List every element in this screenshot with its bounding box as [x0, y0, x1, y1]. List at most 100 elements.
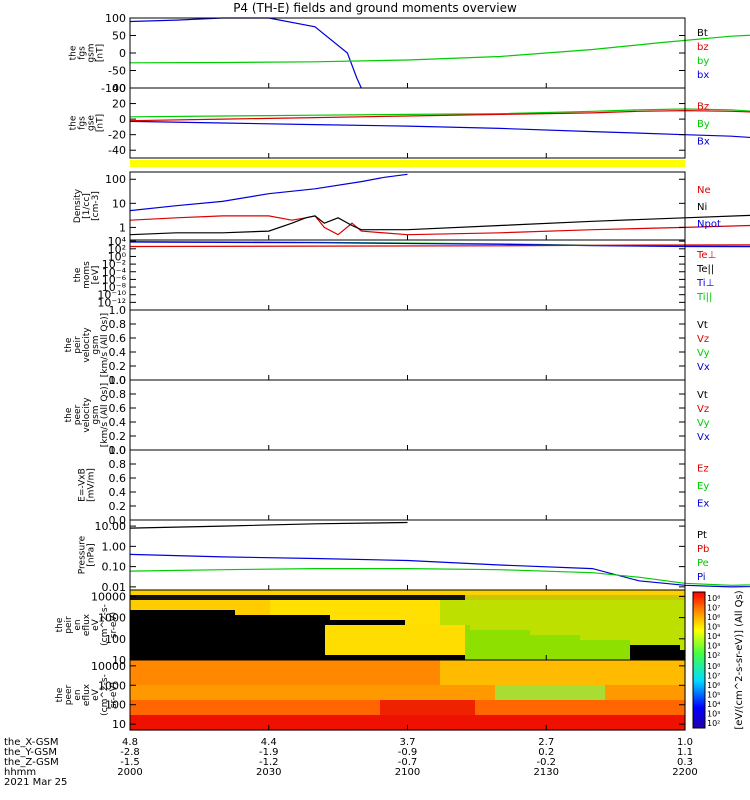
heatmap-cell	[135, 660, 141, 666]
heatmap-cell	[360, 695, 366, 701]
heatmap-cell	[365, 700, 371, 706]
heatmap-cell	[240, 640, 246, 646]
heatmap-cell	[530, 690, 536, 696]
heatmap-cell	[570, 625, 576, 631]
heatmap-cell	[235, 675, 241, 681]
heatmap-cell	[525, 695, 531, 701]
heatmap-cell	[180, 650, 186, 656]
heatmap-cell	[545, 655, 551, 661]
heatmap-cell	[165, 675, 171, 681]
heatmap-cell	[495, 700, 501, 706]
heatmap-cell	[265, 620, 271, 626]
heatmap-cell	[410, 660, 416, 666]
heatmap-cell	[250, 675, 256, 681]
heatmap-cell	[300, 590, 306, 596]
heatmap-cell	[350, 710, 356, 716]
heatmap-cell	[350, 680, 356, 686]
heatmap-cell	[570, 675, 576, 681]
heatmap-cell	[235, 630, 241, 636]
heatmap-cell	[290, 670, 296, 676]
heatmap-cell	[630, 650, 636, 656]
heatmap-cell	[560, 660, 566, 666]
heatmap-cell	[325, 715, 331, 721]
heatmap-cell	[130, 680, 136, 686]
heatmap-cell	[440, 610, 446, 616]
heatmap-cell	[315, 600, 321, 606]
heatmap-cell	[305, 650, 311, 656]
heatmap-cell	[145, 630, 151, 636]
heatmap-cell	[310, 615, 316, 621]
heatmap-cell	[465, 625, 471, 631]
heatmap-cell	[165, 605, 171, 611]
heatmap-cell	[615, 680, 621, 686]
heatmap-cell	[325, 635, 331, 641]
heatmap-cell	[470, 605, 476, 611]
heatmap-cell	[515, 610, 521, 616]
heatmap-cell	[590, 595, 596, 601]
heatmap-cell	[355, 590, 361, 596]
heatmap-cell	[570, 595, 576, 601]
heatmap-cell	[190, 625, 196, 631]
heatmap-cell	[650, 625, 656, 631]
heatmap-cell	[280, 600, 286, 606]
heatmap-cell	[210, 700, 216, 706]
heatmap-cell	[190, 690, 196, 696]
heatmap-cell	[160, 720, 166, 726]
heatmap-cell	[215, 655, 221, 661]
heatmap-cell	[440, 675, 446, 681]
heatmap-cell	[280, 705, 286, 711]
heatmap-cell	[420, 680, 426, 686]
heatmap-cell	[290, 660, 296, 666]
heatmap-cell	[675, 615, 681, 621]
heatmap-cell	[475, 605, 481, 611]
heatmap-cell	[355, 705, 361, 711]
heatmap-cell	[350, 630, 356, 636]
heatmap-cell	[345, 615, 351, 621]
heatmap-cell	[560, 625, 566, 631]
heatmap-cell	[610, 725, 616, 731]
heatmap-cell	[625, 660, 631, 666]
heatmap-cell	[150, 615, 156, 621]
ylabel-line: the	[69, 115, 79, 130]
heatmap-cell	[340, 695, 346, 701]
heatmap-cell	[240, 655, 246, 661]
heatmap-cell	[265, 705, 271, 711]
heatmap-cell	[520, 630, 526, 636]
heatmap-cell	[240, 675, 246, 681]
heatmap-cell	[155, 625, 161, 631]
heatmap-cell	[435, 615, 441, 621]
heatmap-cell	[635, 645, 641, 651]
heatmap-cell	[500, 590, 506, 596]
heatmap-cell	[325, 670, 331, 676]
heatmap-cell	[450, 720, 456, 726]
heatmap-cell	[625, 645, 631, 651]
heatmap-cell	[230, 690, 236, 696]
heatmap-cell	[215, 680, 221, 686]
heatmap-cell	[205, 685, 211, 691]
heatmap-cell	[285, 605, 291, 611]
heatmap-cell	[370, 635, 376, 641]
heatmap-cell	[630, 640, 636, 646]
heatmap-cell	[140, 705, 146, 711]
ytick-label: 0	[119, 113, 126, 126]
heatmap-cell	[475, 635, 481, 641]
heatmap-cell	[210, 610, 216, 616]
heatmap-cell	[655, 670, 661, 676]
heatmap-cell	[500, 690, 506, 696]
heatmap-cell	[670, 615, 676, 621]
heatmap-cell	[260, 665, 266, 671]
ytick-label: 0.8	[109, 388, 127, 401]
heatmap-cell	[195, 615, 201, 621]
heatmap-cell	[385, 700, 391, 706]
heatmap-cell	[645, 640, 651, 646]
heatmap-cell	[480, 630, 486, 636]
heatmap-cell	[260, 710, 266, 716]
heatmap-cell	[160, 695, 166, 701]
heatmap-cell	[630, 665, 636, 671]
heatmap-cell	[185, 675, 191, 681]
heatmap-cell	[670, 630, 676, 636]
heatmap-cell	[400, 600, 406, 606]
heatmap-cell	[145, 620, 151, 626]
heatmap-cell	[210, 670, 216, 676]
heatmap-cell	[220, 700, 226, 706]
